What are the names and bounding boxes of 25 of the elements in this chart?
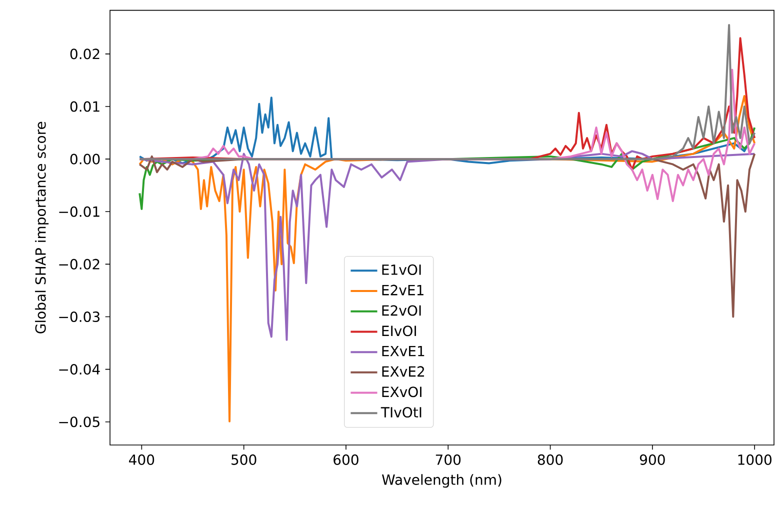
y-tick-label: −0.05: [59, 416, 100, 428]
y-tick-label: −0.04: [59, 364, 100, 375]
legend-label: EXvE1: [382, 346, 424, 356]
legend-label: EXvOI: [382, 386, 422, 398]
x-tick-label: 400: [129, 454, 154, 465]
y-tick-label: 0.02: [70, 48, 100, 60]
x-tick-label: 800: [538, 454, 563, 465]
x-tick-label: 1000: [738, 454, 772, 465]
y-tick-label: 0.01: [70, 101, 100, 112]
x-tick-label: 900: [640, 454, 665, 465]
legend-label: EXvE2: [382, 366, 424, 377]
y-axis-title: Global SHAP importance score: [35, 122, 49, 334]
x-axis-title: Wavelength (nm): [382, 474, 502, 488]
y-tick-label: −0.03: [59, 311, 100, 322]
y-tick-label: −0.01: [59, 206, 100, 217]
legend-label: TIvOtI: [380, 406, 422, 418]
x-tick-label: 500: [232, 454, 256, 465]
legend-label: E2vOI: [382, 305, 421, 316]
legend-label: E1vOI: [382, 264, 421, 275]
x-tick-label: 700: [436, 454, 461, 465]
y-tick-label: 0.00: [70, 154, 100, 164]
y-tick-label: −0.02: [59, 258, 100, 270]
x-tick-label: 600: [334, 454, 358, 465]
legend-label: E2vE1: [382, 284, 424, 296]
legend-label: EIvOI: [382, 326, 416, 336]
